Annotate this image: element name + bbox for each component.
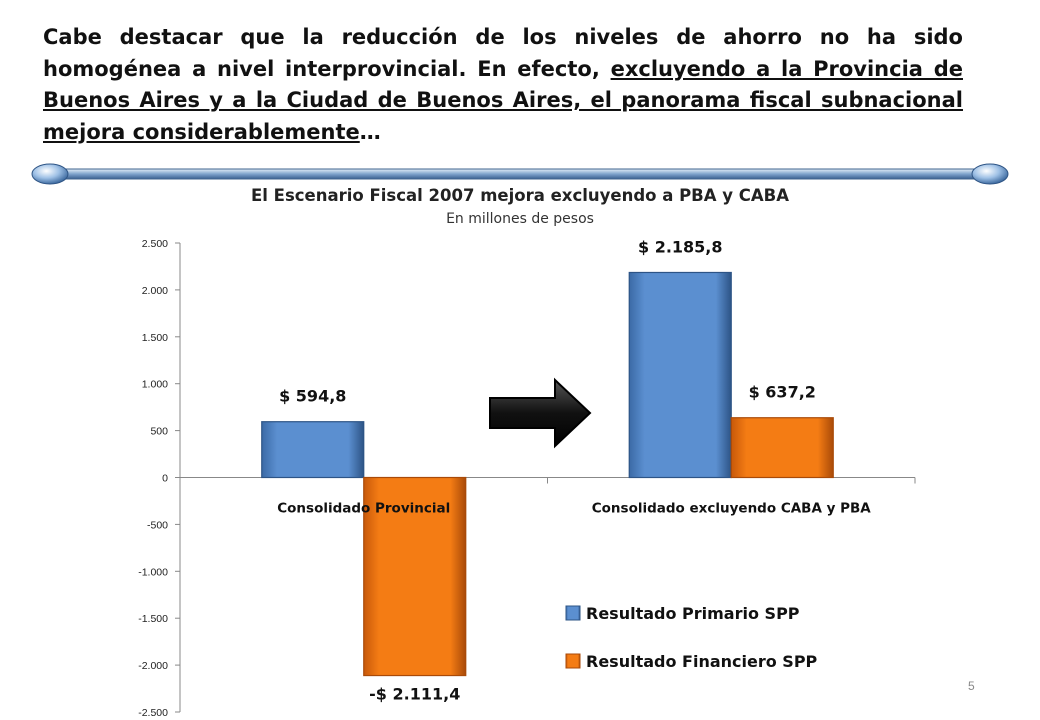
- intro-text: Cabe destacar que la reducción de los ni…: [43, 25, 963, 81]
- legend-swatch: [565, 653, 581, 669]
- data-label: $ 2.185,8: [638, 237, 723, 256]
- chart-subtitle: En millones de pesos: [446, 211, 594, 227]
- divider-bar: [31, 163, 1009, 185]
- legend-label: Resultado Primario SPP: [586, 604, 800, 623]
- y-tick-label: -1.500: [138, 613, 168, 625]
- data-label: $ 594,8: [279, 387, 346, 406]
- category-label: Consolidado excluyendo CABA y PBA: [592, 501, 872, 517]
- y-tick-label: 500: [150, 426, 168, 438]
- intro-ellipsis: …: [359, 119, 381, 144]
- page-number: 5: [968, 679, 975, 693]
- y-tick-label: -1.000: [138, 566, 168, 578]
- y-tick-label: 0: [162, 473, 168, 485]
- bar-primario: [628, 271, 732, 479]
- y-tick-label: 2.000: [142, 285, 168, 297]
- category-label: Consolidado Provincial: [277, 501, 450, 517]
- data-label: $ 637,2: [749, 383, 816, 402]
- bar-primario: [261, 421, 365, 479]
- y-tick-label: -2.500: [138, 707, 168, 719]
- y-tick-label: 1.000: [142, 379, 168, 391]
- bar-financiero: [363, 476, 467, 677]
- intro-paragraph: Cabe destacar que la reducción de los ni…: [43, 22, 963, 148]
- legend-swatch: [565, 605, 581, 621]
- chart-title: El Escenario Fiscal 2007 mejora excluyen…: [251, 186, 789, 205]
- data-label: -$ 2.111,4: [369, 685, 460, 704]
- arrow-right-icon: [489, 377, 592, 449]
- intro-underlined-text: excluyendo a la Provincia de Buenos Aire…: [43, 56, 963, 144]
- legend-label: Resultado Financiero SPP: [586, 652, 818, 671]
- y-tick-label: -2.000: [138, 660, 168, 672]
- y-tick-label: -500: [147, 519, 168, 531]
- bar-financiero: [730, 417, 834, 479]
- y-tick-label: 2.500: [142, 238, 168, 250]
- y-tick-label: 1.500: [142, 332, 168, 344]
